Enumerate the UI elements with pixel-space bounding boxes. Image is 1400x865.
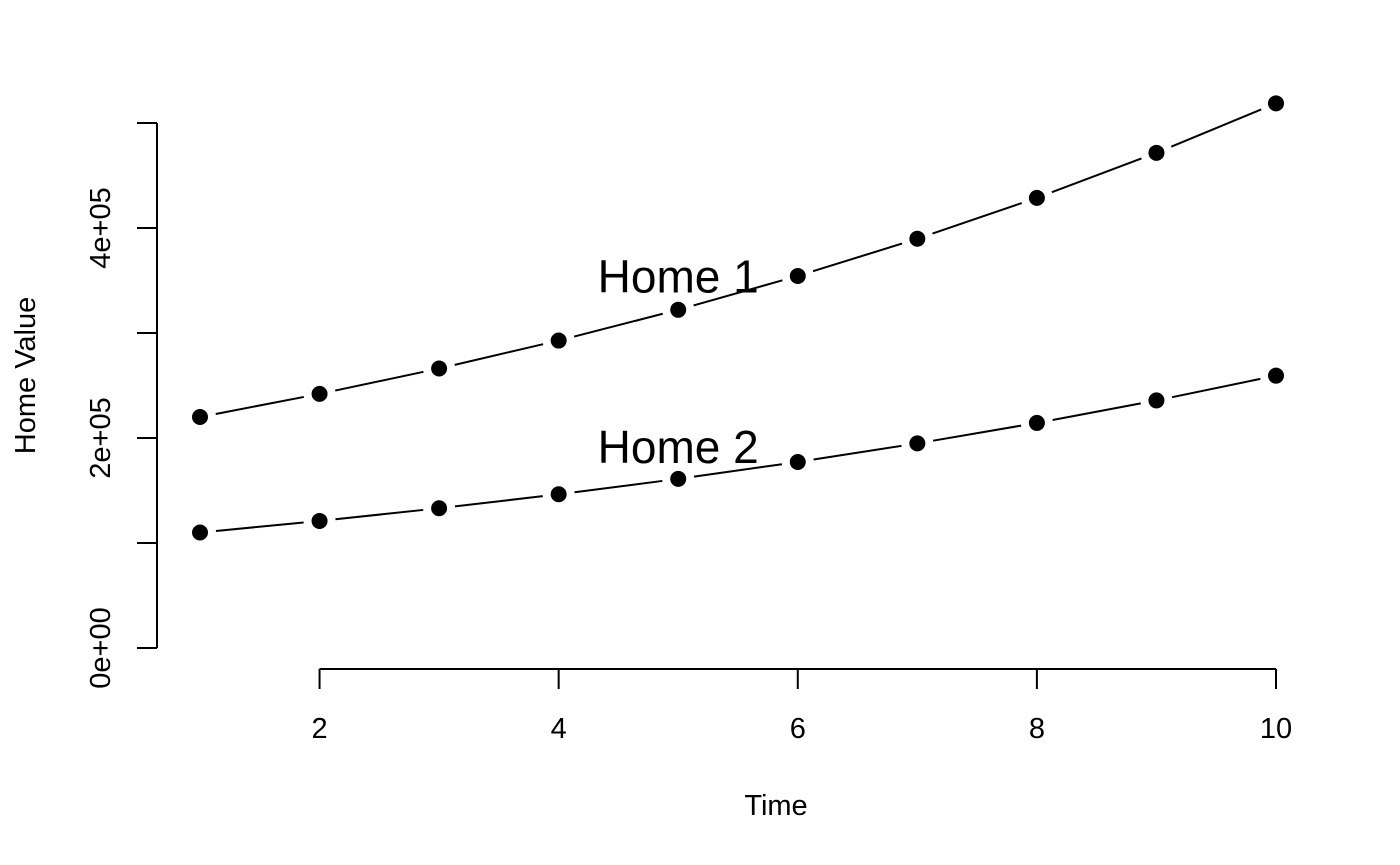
series-segment — [932, 424, 1022, 442]
data-point — [670, 470, 687, 487]
y-tick-label: 0e+00 — [85, 607, 117, 688]
series-segment — [335, 508, 424, 521]
y-axis-title: Home Value — [10, 297, 42, 454]
series-segment — [573, 312, 663, 338]
series-1 — [192, 95, 1284, 425]
series-segment — [334, 370, 424, 392]
data-point — [550, 332, 567, 349]
series-segment — [1052, 402, 1141, 421]
data-point — [909, 230, 926, 247]
data-point — [311, 385, 328, 402]
data-point — [1268, 95, 1284, 112]
series-segment — [693, 279, 783, 307]
series-layer — [192, 95, 1284, 541]
series-segment — [215, 395, 305, 415]
data-point — [789, 267, 806, 284]
data-point — [192, 409, 208, 425]
series-segment — [574, 479, 663, 494]
x-tick-label: 2 — [311, 713, 327, 745]
data-point — [909, 435, 926, 452]
series-segment — [693, 463, 783, 478]
data-point — [550, 486, 567, 503]
series-segment — [1171, 377, 1261, 399]
series-segment — [215, 521, 304, 532]
x-tick-label: 8 — [1029, 713, 1045, 745]
series-segment — [454, 495, 543, 508]
data-point — [1148, 392, 1165, 409]
series-annotation: Home 1 — [598, 251, 759, 303]
series-segment — [454, 343, 544, 366]
x-axis-title: Time — [744, 790, 807, 822]
x-tick-label: 10 — [1260, 713, 1292, 745]
y-tick-label: 4e+05 — [85, 187, 117, 268]
series-segment — [1170, 108, 1262, 148]
x-axis: 2 4 6 8 10 — [311, 668, 1292, 745]
annotation-layer: Home 1 Home 2 — [598, 251, 759, 473]
data-point — [1148, 144, 1165, 161]
data-point — [431, 500, 448, 517]
y-axis: 0e+00 2e+05 4e+05 — [85, 122, 158, 689]
data-point — [1028, 189, 1045, 206]
series-segment — [1051, 157, 1142, 194]
data-point — [670, 301, 687, 318]
data-point — [1268, 367, 1284, 384]
series-2 — [192, 367, 1284, 541]
series-segment — [813, 444, 902, 461]
data-point — [192, 524, 208, 541]
x-tick-label: 6 — [790, 713, 806, 745]
data-point — [431, 360, 448, 377]
y-tick-label: 2e+05 — [85, 397, 117, 478]
data-point — [1028, 414, 1045, 431]
series-annotation: Home 2 — [598, 421, 759, 473]
data-point — [789, 453, 806, 470]
series-segment — [812, 242, 903, 273]
data-point — [311, 512, 328, 529]
x-tick-label: 4 — [551, 713, 567, 745]
series-segment — [932, 202, 1023, 235]
